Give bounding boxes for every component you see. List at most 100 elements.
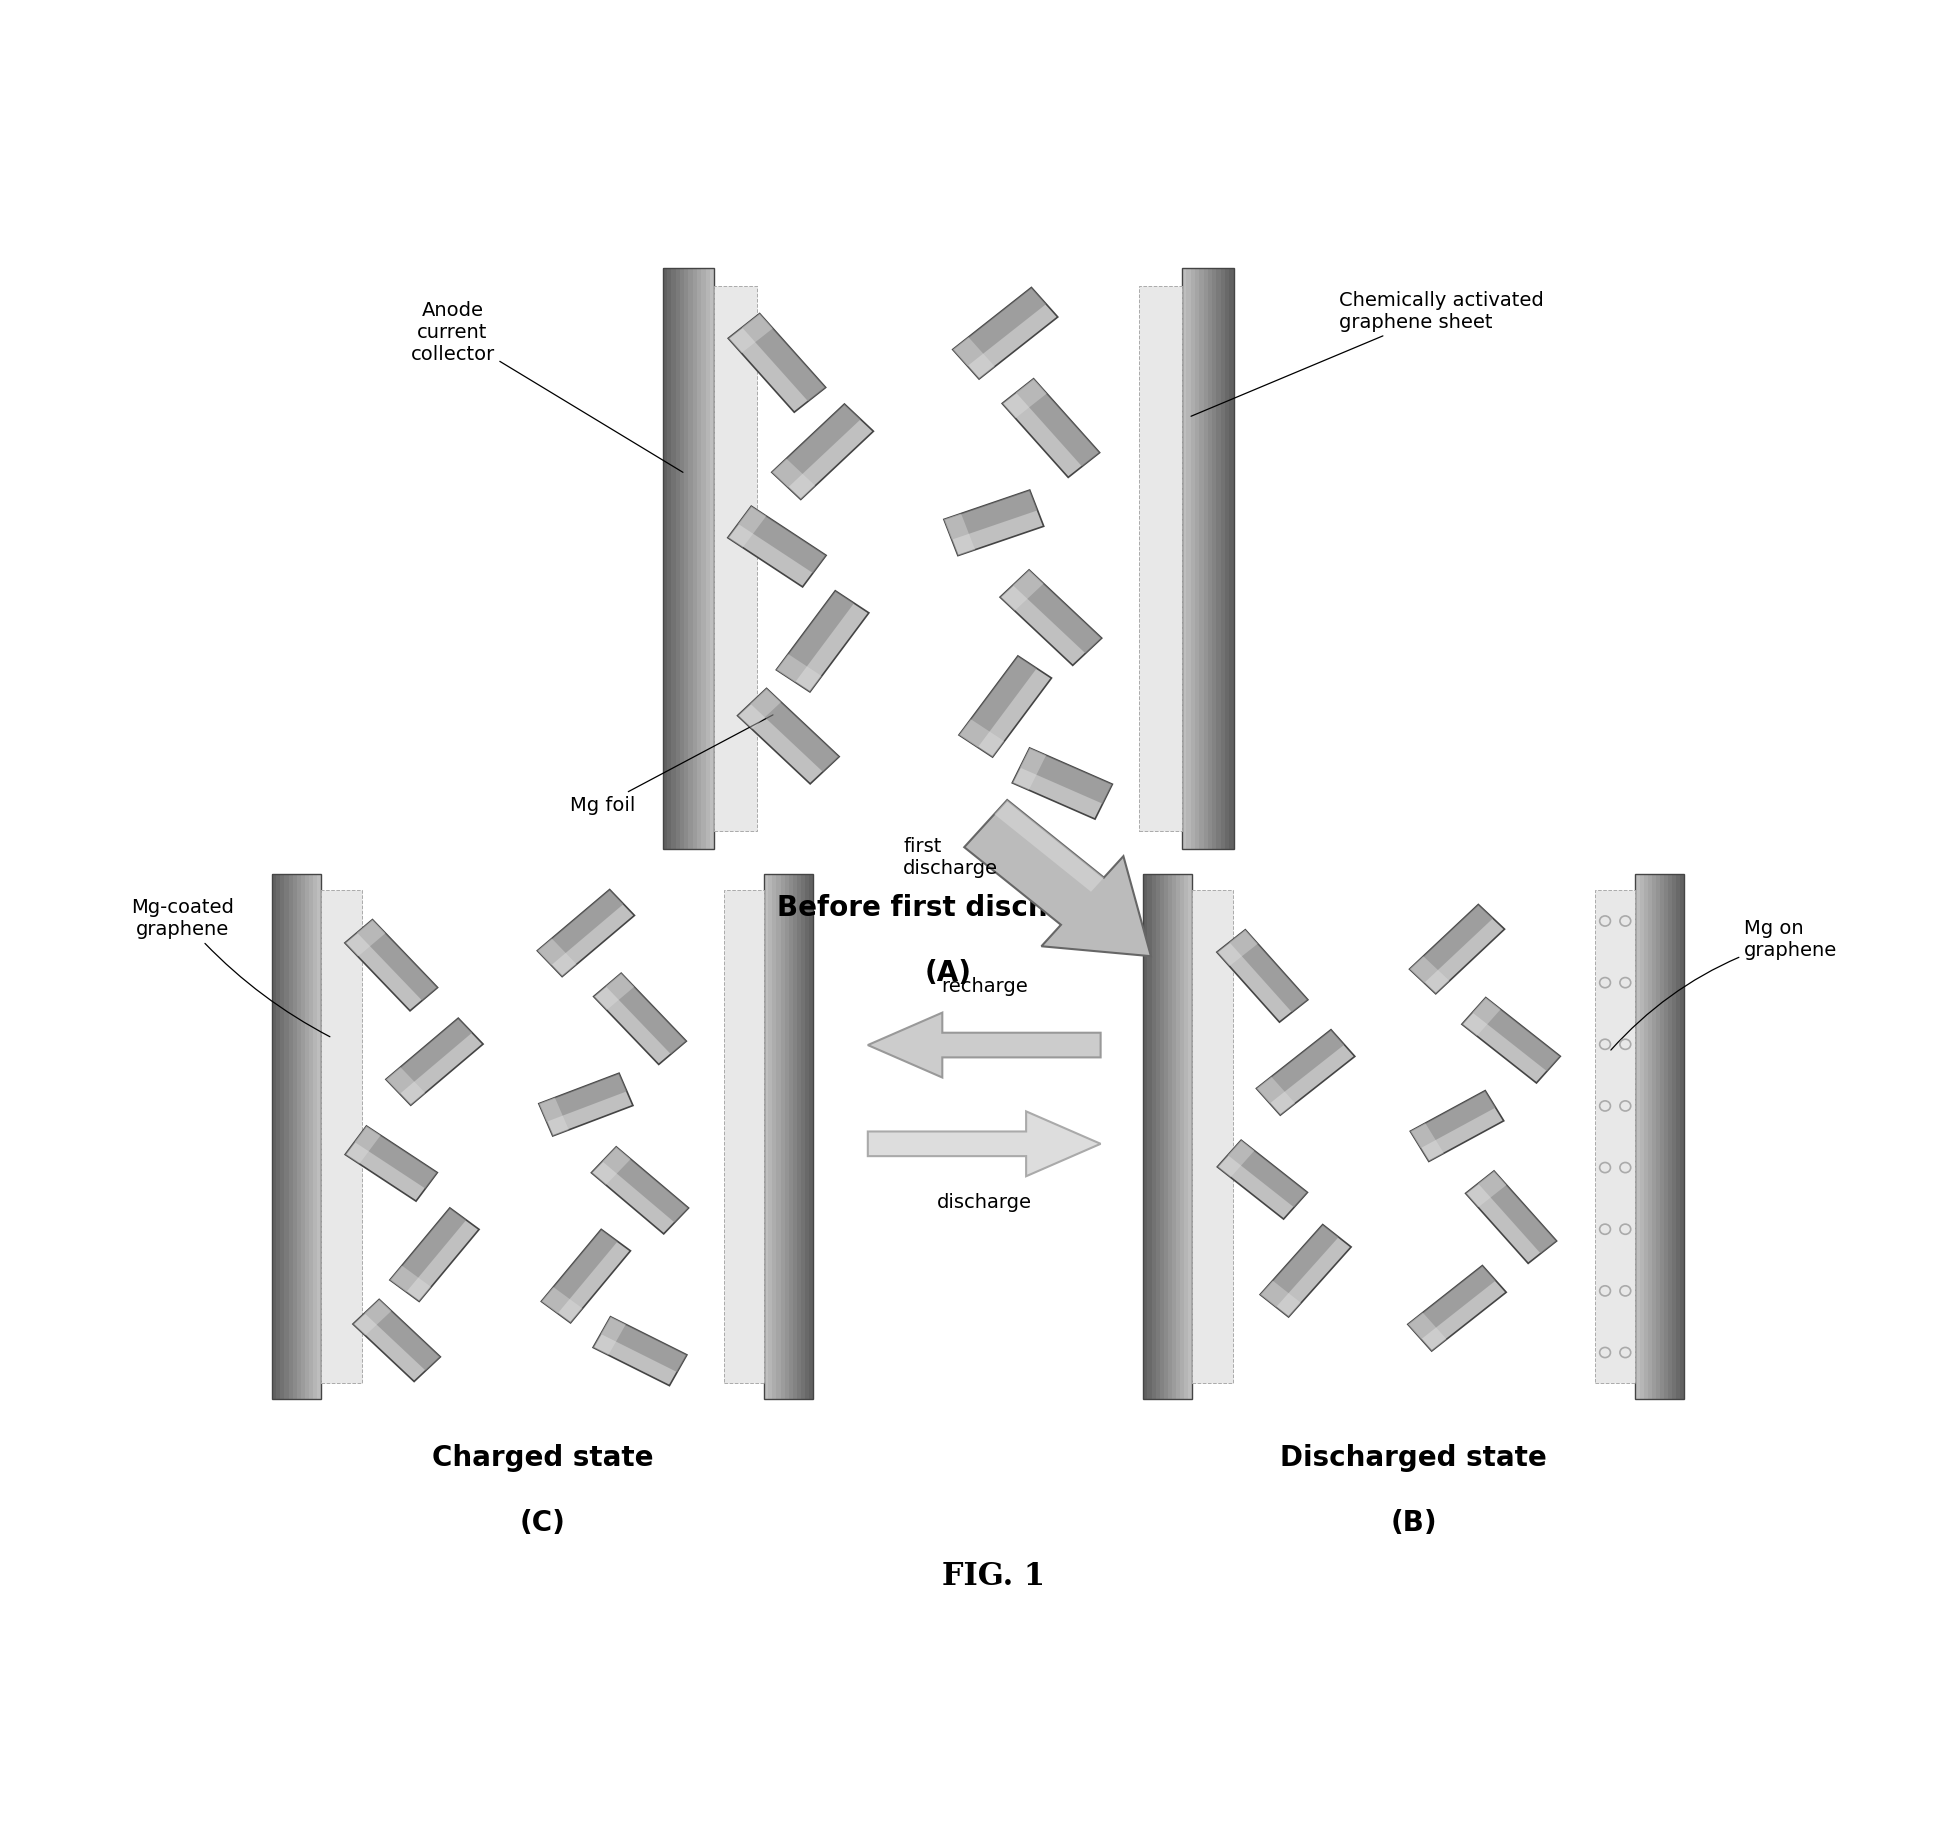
- Polygon shape: [1411, 1123, 1444, 1161]
- Bar: [1229, 267, 1233, 848]
- Polygon shape: [593, 973, 686, 1064]
- Polygon shape: [738, 689, 839, 784]
- Polygon shape: [1012, 747, 1112, 819]
- Polygon shape: [355, 1127, 438, 1189]
- Polygon shape: [771, 405, 860, 487]
- Polygon shape: [591, 1147, 630, 1185]
- Polygon shape: [345, 920, 386, 956]
- Polygon shape: [1217, 1140, 1254, 1178]
- Bar: [1669, 874, 1672, 1400]
- Bar: [1143, 874, 1147, 1400]
- Polygon shape: [1409, 905, 1492, 984]
- Polygon shape: [601, 1317, 686, 1372]
- Polygon shape: [777, 590, 855, 682]
- Bar: [1659, 874, 1665, 1400]
- Polygon shape: [959, 720, 1004, 757]
- Bar: [1221, 267, 1225, 848]
- Polygon shape: [537, 938, 578, 976]
- Polygon shape: [541, 1229, 618, 1314]
- Polygon shape: [868, 1013, 1101, 1077]
- Polygon shape: [345, 920, 438, 1011]
- Polygon shape: [1465, 1171, 1556, 1264]
- Polygon shape: [539, 1074, 626, 1121]
- Bar: [1680, 874, 1684, 1400]
- Bar: [1176, 874, 1180, 1400]
- Bar: [671, 267, 676, 848]
- Polygon shape: [593, 1317, 686, 1385]
- Polygon shape: [539, 1074, 634, 1136]
- Polygon shape: [1461, 998, 1560, 1083]
- Bar: [1184, 874, 1188, 1400]
- Bar: [289, 874, 293, 1400]
- Bar: [1172, 874, 1176, 1400]
- Bar: [767, 874, 773, 1400]
- Bar: [1595, 890, 1636, 1383]
- Polygon shape: [1014, 570, 1101, 654]
- Bar: [680, 267, 684, 848]
- Text: recharge: recharge: [940, 976, 1027, 997]
- Polygon shape: [1465, 1171, 1506, 1207]
- Bar: [271, 874, 322, 1400]
- Polygon shape: [1000, 570, 1043, 610]
- Polygon shape: [729, 506, 766, 548]
- Polygon shape: [953, 288, 1058, 379]
- Polygon shape: [953, 337, 994, 379]
- Polygon shape: [1256, 1077, 1295, 1116]
- Bar: [1155, 874, 1159, 1400]
- Bar: [1196, 267, 1200, 848]
- Bar: [684, 267, 688, 848]
- Polygon shape: [1409, 905, 1504, 993]
- Polygon shape: [742, 313, 826, 401]
- Polygon shape: [1229, 929, 1308, 1013]
- Polygon shape: [390, 1207, 479, 1301]
- Polygon shape: [1461, 998, 1500, 1035]
- Text: Discharged state: Discharged state: [1281, 1444, 1547, 1473]
- Text: Chemically activated
graphene sheet: Chemically activated graphene sheet: [1192, 291, 1543, 416]
- Text: discharge: discharge: [936, 1193, 1031, 1213]
- Polygon shape: [1473, 998, 1560, 1072]
- Bar: [1636, 874, 1640, 1400]
- Bar: [308, 874, 312, 1400]
- Polygon shape: [1217, 1140, 1308, 1218]
- Text: Charged state: Charged state: [432, 1444, 653, 1473]
- Bar: [1140, 286, 1182, 832]
- Polygon shape: [1411, 1090, 1496, 1149]
- Polygon shape: [1016, 379, 1099, 467]
- Bar: [1143, 874, 1192, 1400]
- Polygon shape: [994, 801, 1105, 892]
- Bar: [1169, 874, 1172, 1400]
- Polygon shape: [1409, 956, 1450, 993]
- Bar: [663, 267, 667, 848]
- Bar: [1217, 267, 1221, 848]
- Bar: [1211, 267, 1217, 848]
- Bar: [676, 267, 680, 848]
- Polygon shape: [1000, 570, 1101, 665]
- Bar: [793, 874, 797, 1400]
- Polygon shape: [1407, 1312, 1446, 1350]
- Polygon shape: [965, 801, 1151, 956]
- Bar: [1640, 874, 1643, 1400]
- Bar: [1182, 267, 1186, 848]
- Polygon shape: [953, 288, 1047, 366]
- Bar: [702, 267, 705, 848]
- Polygon shape: [1217, 929, 1258, 965]
- Bar: [1207, 267, 1211, 848]
- Polygon shape: [750, 689, 839, 771]
- Bar: [1188, 874, 1192, 1400]
- Bar: [304, 874, 308, 1400]
- Polygon shape: [607, 973, 686, 1053]
- Polygon shape: [386, 1019, 473, 1094]
- Polygon shape: [868, 1112, 1101, 1176]
- Bar: [1180, 874, 1184, 1400]
- Polygon shape: [603, 1147, 688, 1222]
- Bar: [1147, 874, 1151, 1400]
- Bar: [1200, 267, 1203, 848]
- Bar: [800, 874, 804, 1400]
- Bar: [277, 874, 281, 1400]
- Text: first
discharge: first discharge: [903, 837, 998, 878]
- Bar: [318, 874, 322, 1400]
- Bar: [808, 874, 814, 1400]
- Bar: [1643, 874, 1647, 1400]
- Bar: [312, 874, 318, 1400]
- Bar: [705, 267, 709, 848]
